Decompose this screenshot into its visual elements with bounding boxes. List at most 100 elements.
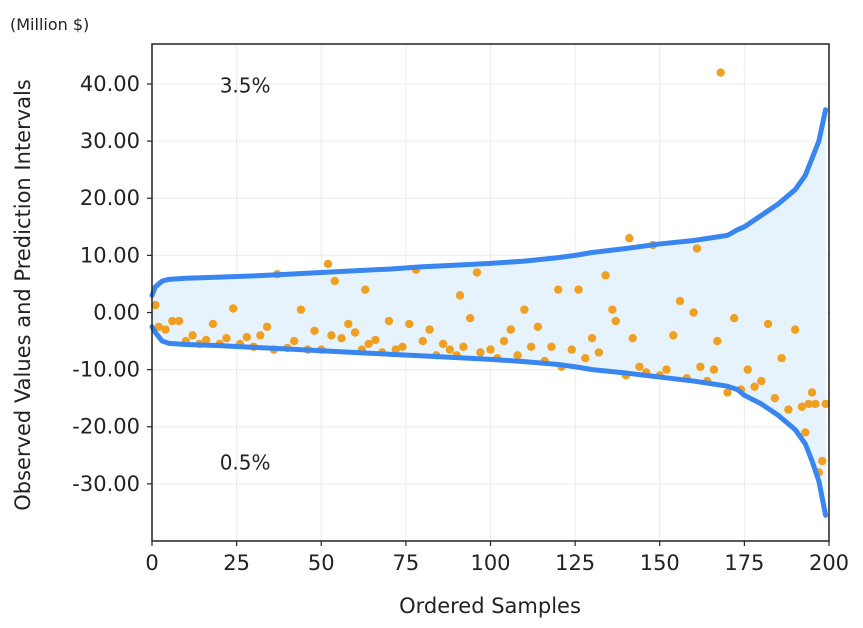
data-point	[405, 319, 414, 329]
data-point	[344, 319, 353, 329]
y-ticks: 40.00 30.00 20.00 10.00 0.00 -10.00 -20.00 -30.…	[72, 72, 152, 496]
x-tick-label: 50	[308, 551, 335, 575]
data-point	[242, 332, 251, 342]
data-point	[811, 399, 820, 409]
data-point	[513, 351, 522, 360]
data-point	[723, 388, 732, 397]
data-point	[337, 334, 346, 343]
x-ticks: 0 25 50 75 100 125 150 175 200	[145, 541, 849, 575]
data-point	[168, 316, 177, 326]
data-point	[161, 325, 170, 334]
data-point	[567, 345, 576, 354]
x-tick-label: 150	[640, 551, 680, 575]
annotation-upper-quantile: 3.5%	[220, 74, 271, 98]
data-point	[188, 331, 197, 340]
data-point	[713, 336, 722, 346]
x-tick-label: 100	[470, 551, 510, 575]
data-point	[174, 316, 184, 326]
data-point	[364, 339, 373, 349]
data-point	[635, 362, 644, 371]
data-point	[692, 244, 702, 253]
data-point	[438, 339, 448, 349]
data-point	[350, 328, 360, 337]
x-tick-label: 25	[223, 551, 250, 575]
data-point	[784, 405, 793, 414]
data-point	[581, 353, 590, 363]
data-point	[361, 285, 370, 294]
data-point	[628, 334, 637, 343]
data-point	[455, 291, 465, 300]
data-point	[625, 234, 634, 243]
data-point	[611, 316, 620, 326]
data-point	[398, 342, 407, 351]
data-point	[151, 300, 160, 310]
data-point	[801, 428, 810, 437]
x-tick-label: 200	[809, 551, 849, 575]
data-point	[371, 335, 380, 345]
data-point	[662, 365, 671, 374]
data-point	[459, 342, 468, 351]
data-point	[716, 68, 725, 77]
data-point	[201, 335, 211, 345]
x-axis-label: Ordered Samples	[399, 594, 581, 618]
prediction-band-fill	[152, 109, 826, 516]
data-point	[804, 399, 813, 409]
x-tick-label: 175	[724, 551, 764, 575]
x-tick-label: 125	[555, 551, 595, 575]
data-point	[750, 382, 759, 391]
data-point	[330, 276, 339, 286]
data-point	[384, 316, 394, 326]
data-point	[757, 376, 766, 386]
data-point	[486, 345, 495, 354]
data-point	[587, 334, 597, 343]
data-point	[743, 365, 752, 374]
y-tick-label: 40.00	[80, 72, 140, 96]
x-tick-label: 0	[145, 551, 158, 575]
y-tick-label: 30.00	[80, 129, 140, 153]
data-point	[296, 305, 306, 314]
data-point	[499, 336, 509, 346]
y-tick-label: -10.00	[72, 358, 140, 382]
data-point	[777, 353, 786, 363]
data-point	[821, 399, 830, 409]
data-point	[465, 314, 475, 323]
data-point	[669, 331, 678, 340]
data-point	[323, 259, 333, 269]
data-point	[310, 326, 319, 335]
data-point	[807, 388, 817, 397]
data-point	[520, 305, 529, 314]
data-point	[818, 456, 827, 466]
data-point	[533, 322, 543, 331]
y-axis-label: Observed Values and Prediction Intervals	[11, 79, 35, 511]
data-point	[476, 348, 485, 357]
data-point	[222, 334, 231, 343]
data-point	[547, 342, 556, 351]
data-point	[526, 342, 536, 351]
data-point	[601, 271, 610, 280]
data-point	[608, 305, 617, 314]
data-point	[208, 319, 218, 329]
data-point	[730, 314, 739, 323]
data-point	[574, 285, 583, 294]
data-point	[770, 393, 780, 403]
data-point	[675, 296, 685, 306]
data-point	[696, 362, 705, 371]
data-point	[391, 345, 400, 354]
data-point	[289, 336, 299, 346]
data-point	[262, 322, 272, 331]
y-tick-label: -30.00	[72, 472, 140, 496]
x-tick-label: 75	[393, 551, 420, 575]
unit-label: (Million $)	[10, 15, 89, 34]
data-point	[418, 336, 427, 346]
data-point	[445, 345, 455, 354]
lower-interval-line	[149, 324, 829, 518]
data-point	[327, 331, 336, 340]
upper-interval-line	[149, 107, 829, 298]
data-point	[154, 322, 163, 331]
y-tick-label: 0.00	[93, 300, 140, 324]
data-point	[229, 304, 238, 313]
data-point	[506, 325, 516, 334]
annotation-lower-quantile: 0.5%	[220, 451, 271, 475]
data-point	[797, 402, 807, 411]
